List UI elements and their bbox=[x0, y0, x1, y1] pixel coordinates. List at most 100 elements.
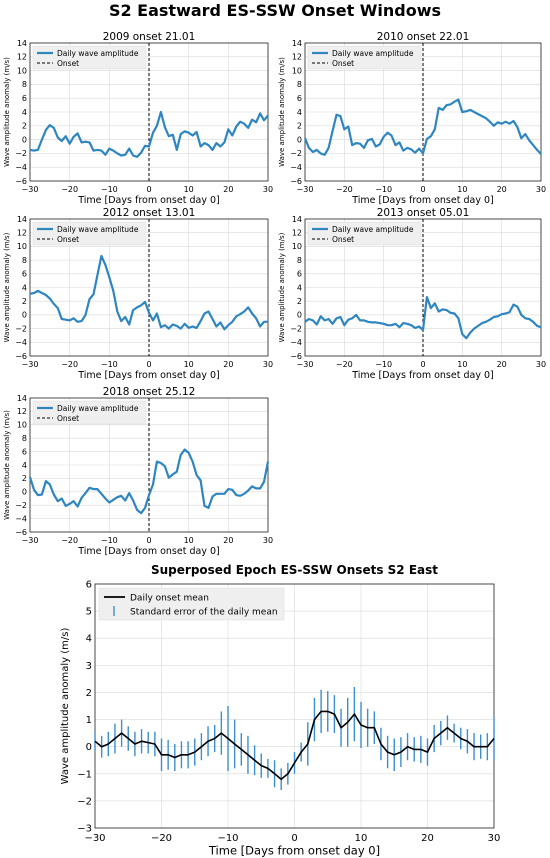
legend-label: Onset bbox=[332, 235, 354, 244]
y-tick-label: 12 bbox=[17, 229, 27, 238]
x-axis-label: Time [Days from onset day 0] bbox=[351, 370, 493, 381]
y-tick-label: −6 bbox=[290, 177, 302, 186]
y-tick-label: −1 bbox=[77, 769, 92, 780]
y-tick-label: 2 bbox=[22, 122, 27, 131]
y-tick-label: 12 bbox=[292, 53, 302, 62]
y-tick-label: −4 bbox=[15, 338, 27, 347]
y-tick-label: −2 bbox=[15, 324, 27, 333]
x-tick-label: −20 bbox=[61, 360, 78, 369]
series-line bbox=[29, 254, 268, 331]
x-tick-label: 10 bbox=[457, 185, 467, 194]
y-tick-label: −2 bbox=[15, 501, 27, 510]
y-axis-label: Wave amplitude anomaly (m/s) bbox=[3, 410, 11, 520]
x-tick-label: 10 bbox=[457, 360, 467, 369]
legend-label: Daily wave amplitude bbox=[57, 49, 139, 58]
y-tick-label: −2 bbox=[77, 796, 92, 807]
y-tick-label: −4 bbox=[290, 338, 302, 347]
x-tick-label: −20 bbox=[61, 185, 78, 194]
series-line bbox=[94, 710, 495, 780]
x-tick-label: 10 bbox=[184, 360, 194, 369]
x-tick-label: 30 bbox=[536, 360, 546, 369]
y-tick-label: 2 bbox=[22, 474, 27, 483]
y-tick-label: 10 bbox=[17, 421, 27, 430]
y-tick-label: 14 bbox=[292, 215, 302, 224]
x-tick-label: 10 bbox=[184, 536, 194, 545]
plot-frame bbox=[94, 583, 495, 829]
y-tick-label: 2 bbox=[22, 297, 27, 306]
figure-title: S2 Eastward ES-SSW Onset Windows bbox=[108, 1, 442, 20]
x-tick-label: −20 bbox=[336, 360, 353, 369]
legend-box bbox=[32, 45, 147, 70]
y-tick-label: 0 bbox=[22, 488, 27, 497]
y-tick-label: 12 bbox=[17, 407, 27, 416]
legend-label: Standard error of the daily mean bbox=[130, 608, 278, 618]
y-axis-label: Wave amplitude anomaly (m/s) bbox=[60, 628, 71, 785]
x-tick-label: 20 bbox=[497, 185, 507, 194]
series-line bbox=[28, 448, 270, 515]
y-tick-label: −6 bbox=[15, 177, 27, 186]
y-tick-label: 0 bbox=[22, 311, 27, 320]
legend-label: Daily wave amplitude bbox=[57, 225, 139, 234]
y-tick-label: 8 bbox=[22, 80, 27, 89]
y-tick-label: −4 bbox=[15, 163, 27, 172]
x-tick-label: −30 bbox=[22, 536, 39, 545]
x-tick-label: −10 bbox=[101, 360, 118, 369]
y-axis-label: Wave amplitude anomaly (m/s) bbox=[3, 232, 11, 342]
y-axis-label: Wave amplitude anomaly (m/s) bbox=[278, 232, 286, 342]
x-tick-label: −20 bbox=[61, 536, 78, 545]
y-tick-label: 8 bbox=[297, 80, 302, 89]
x-tick-label: −10 bbox=[217, 833, 238, 844]
chart-title: 2013 onset 05.01 bbox=[377, 207, 470, 219]
series-line bbox=[29, 110, 269, 158]
x-tick-label: 20 bbox=[497, 360, 507, 369]
x-tick-label: 20 bbox=[223, 185, 233, 194]
legend-label: Daily onset mean bbox=[130, 594, 209, 604]
x-tick-label: 20 bbox=[223, 360, 233, 369]
y-tick-label: 10 bbox=[292, 242, 302, 251]
legend-label: Onset bbox=[332, 59, 354, 68]
y-tick-label: −6 bbox=[15, 528, 27, 537]
x-tick-label: −30 bbox=[297, 185, 314, 194]
y-tick-label: −6 bbox=[15, 352, 27, 361]
y-tick-label: 8 bbox=[22, 434, 27, 443]
legend-box bbox=[32, 400, 147, 425]
legend: Daily onset mean Standard error of the da… bbox=[98, 587, 285, 621]
x-tick-label: 20 bbox=[223, 536, 233, 545]
y-tick-label: 4 bbox=[297, 283, 302, 292]
y-tick-label: 10 bbox=[17, 66, 27, 75]
y-tick-label: 12 bbox=[292, 229, 302, 238]
chart-title: 2018 onset 25.12 bbox=[103, 386, 196, 398]
y-tick-label: 14 bbox=[17, 394, 27, 403]
x-tick-label: 30 bbox=[488, 833, 501, 844]
legend-label: Onset bbox=[57, 414, 79, 423]
x-axis-label: Time [Days from onset day 0] bbox=[208, 844, 380, 858]
y-tick-label: 2 bbox=[297, 297, 302, 306]
x-tick-label: −10 bbox=[101, 536, 118, 545]
y-tick-label: 5 bbox=[86, 607, 92, 618]
x-axis-label: Time [Days from onset day 0] bbox=[77, 195, 219, 206]
y-tick-label: 6 bbox=[297, 270, 302, 279]
legend-label: Daily wave amplitude bbox=[57, 404, 139, 413]
x-axis-label: Time [Days from onset day 0] bbox=[77, 546, 219, 557]
series-line bbox=[304, 296, 542, 340]
y-tick-label: 8 bbox=[297, 256, 302, 265]
x-axis-label: Time [Days from onset day 0] bbox=[77, 370, 219, 381]
y-tick-label: 14 bbox=[292, 39, 302, 48]
y-tick-label: 6 bbox=[22, 447, 27, 456]
y-tick-label: 1 bbox=[86, 715, 92, 726]
x-tick-label: 30 bbox=[263, 536, 273, 545]
legend-label: Daily wave amplitude bbox=[332, 225, 414, 234]
y-tick-label: 4 bbox=[22, 283, 27, 292]
y-tick-label: −2 bbox=[15, 149, 27, 158]
x-tick-label: −20 bbox=[151, 833, 172, 844]
x-axis-label: Time [Days from onset day 0] bbox=[351, 195, 493, 206]
chart-title: 2012 onset 13.01 bbox=[103, 207, 196, 219]
